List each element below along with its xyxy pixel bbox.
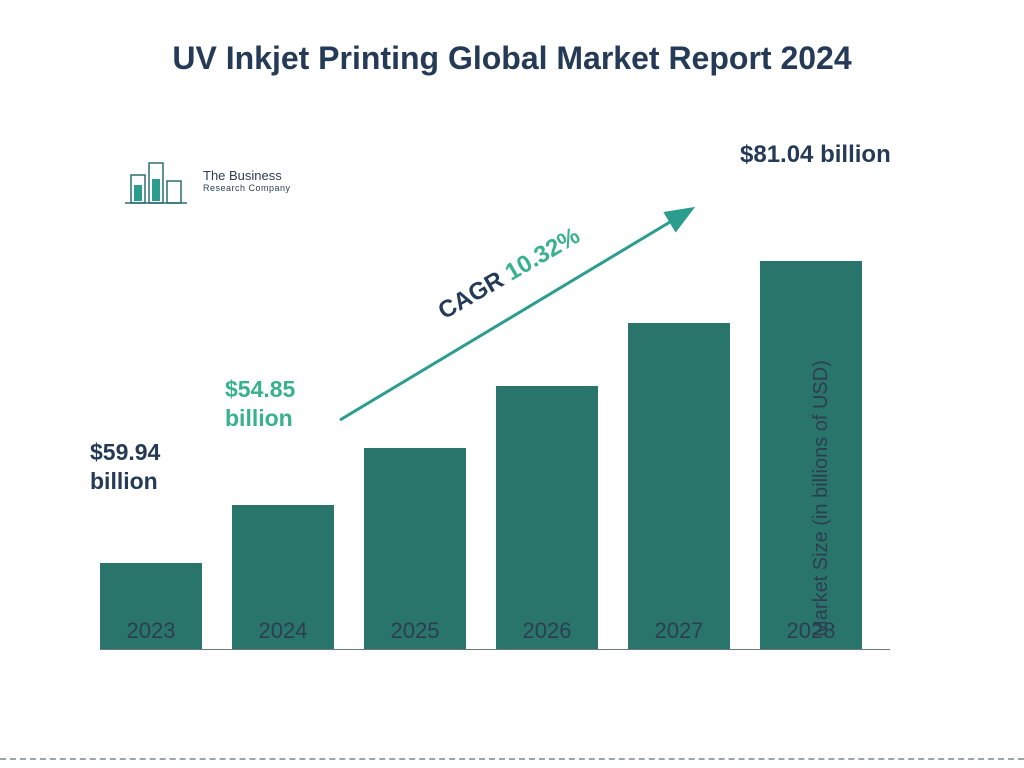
callout-2023-text: $59.94 billion [90,439,160,494]
bar-chart: 202320242025202620272028 Market Size (in… [100,130,920,690]
page-root: UV Inkjet Printing Global Market Report … [0,0,1024,768]
bar-2026 [496,386,598,649]
xlabel-2026: 2026 [496,618,598,644]
footer-dashed-line [0,758,1024,760]
y-axis-label: Market Size (in billions of USD) [810,360,833,637]
bars-container [100,170,890,649]
bar-2027 [628,323,730,649]
callout-2028: $81.04 billion [740,140,920,170]
page-title: UV Inkjet Printing Global Market Report … [0,40,1024,77]
callout-2024: $54.85 billion [225,375,345,433]
bar-rect [496,386,598,649]
callout-2024-text: $54.85 billion [225,376,295,431]
xlabel-2025: 2025 [364,618,466,644]
xlabel-2023: 2023 [100,618,202,644]
callout-2028-text: $81.04 billion [740,141,891,168]
x-axis-line [100,649,890,650]
xlabel-2024: 2024 [232,618,334,644]
xlabel-2027: 2027 [628,618,730,644]
callout-2023: $59.94 billion [90,438,210,496]
bar-rect [628,323,730,649]
